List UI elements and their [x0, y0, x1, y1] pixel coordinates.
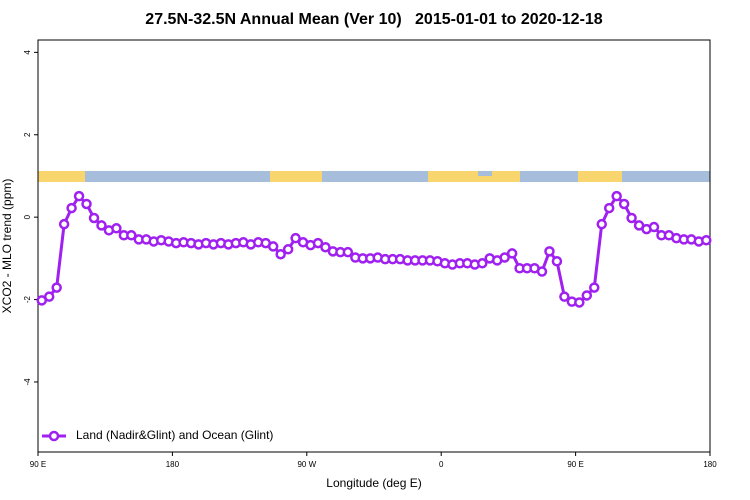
data-point — [51, 282, 62, 293]
data-point — [290, 232, 301, 244]
data-point — [611, 190, 622, 202]
x-tick-label: 180 — [166, 460, 180, 469]
data-point — [506, 248, 518, 259]
data-point — [596, 218, 607, 230]
x-tick-label: 90 E — [30, 460, 46, 469]
data-point — [544, 246, 555, 257]
y-tick-label: -2 — [23, 295, 32, 303]
data-point — [581, 290, 593, 301]
y-tick-label: 4 — [23, 50, 32, 55]
data-point — [536, 266, 548, 277]
data-point — [574, 297, 585, 308]
data-point — [648, 221, 660, 233]
data-point — [312, 237, 324, 249]
x-tick-label: 0 — [439, 460, 444, 469]
data-point — [81, 198, 92, 210]
y-axis-label: XCO2 - MLO trend (ppm) — [0, 179, 14, 314]
data-point — [551, 255, 563, 267]
y-tick-label: 2 — [23, 132, 32, 137]
x-tick-label: 90 W — [297, 460, 316, 469]
land-ocean-strip — [38, 171, 710, 182]
data-point — [559, 291, 570, 302]
data-point — [618, 198, 630, 210]
data-point — [111, 223, 122, 234]
plot-frame — [37, 39, 711, 453]
chart-title: 27.5N-32.5N Annual Mean (Ver 10) 2015-01… — [145, 11, 603, 28]
data-point — [626, 212, 637, 224]
data-point — [477, 258, 488, 269]
data-point — [73, 190, 85, 202]
data-point — [96, 220, 107, 231]
data-point — [320, 241, 331, 253]
data-point — [282, 244, 294, 255]
y-tick-label: 0 — [23, 214, 32, 219]
data-point — [701, 234, 712, 246]
data-point — [267, 241, 279, 252]
data-point — [66, 202, 77, 214]
x-axis-label: Longitude (deg E) — [326, 476, 421, 490]
data-point — [58, 218, 70, 230]
x-tick-label: 180 — [703, 460, 717, 469]
y-tick-label: -4 — [23, 378, 32, 386]
data-point — [499, 252, 510, 263]
data-point — [43, 291, 55, 302]
x-tick-label: 90 E — [567, 460, 583, 469]
data-point — [589, 282, 600, 293]
data-point — [126, 230, 137, 241]
data-point — [88, 212, 100, 224]
legend-label: Land (Nadir&Glint) and Ocean (Glint) — [76, 428, 273, 442]
legend-marker — [48, 430, 60, 442]
data-point — [342, 246, 354, 258]
data-point — [275, 248, 286, 260]
data-point — [603, 202, 615, 214]
